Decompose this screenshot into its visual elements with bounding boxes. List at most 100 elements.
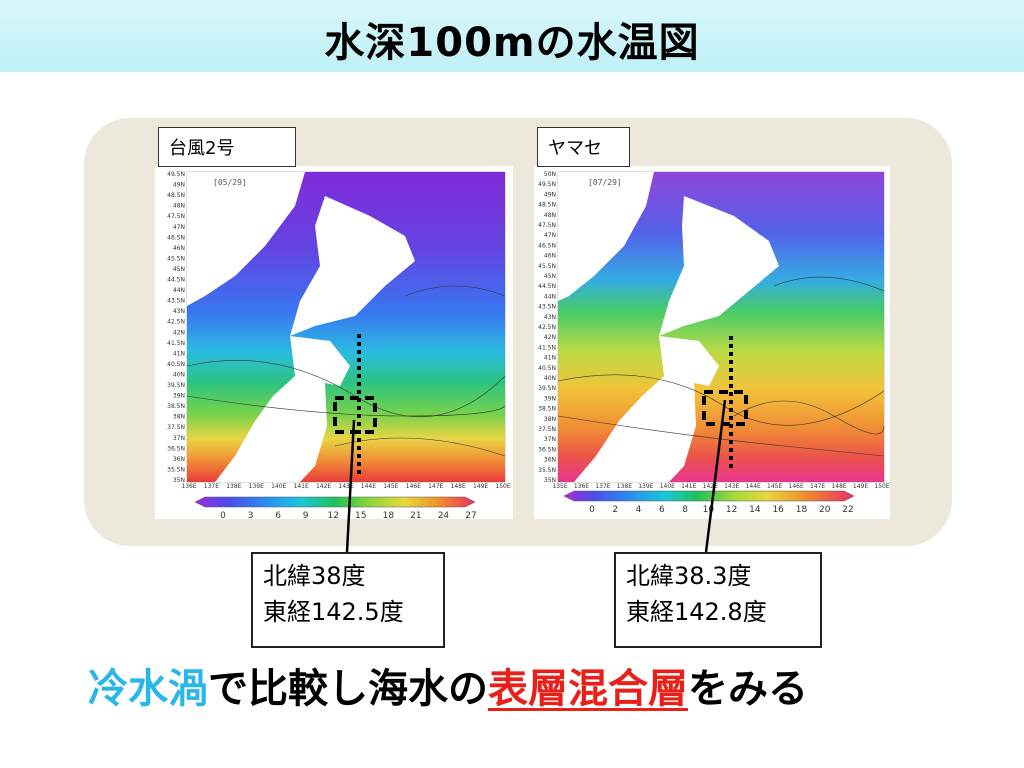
right-map-label: ヤマセ [537, 127, 630, 167]
lat-tick-label: 39N [544, 395, 556, 402]
left-longitude: 東経142.5度 [263, 598, 404, 626]
right-lon-labels: 135E 136E 137E 138E 139E 140E 141E 142E 143E 144E… [552, 483, 889, 490]
lon-tick-label: 145E [767, 483, 782, 490]
lat-tick-label: 37.5N [538, 426, 556, 433]
lon-tick-label: 137E [204, 483, 219, 490]
lon-tick-label: 136E [574, 483, 589, 490]
lat-tick-label: 46.5N [167, 234, 185, 241]
lat-tick-label: 40.5N [538, 365, 556, 372]
colorbar-tick-label: 12 [327, 511, 338, 521]
lat-tick-label: 38N [173, 414, 185, 421]
lat-tick-label: 37.5N [167, 424, 185, 431]
colorbar-tick-label: 2 [612, 505, 618, 515]
lat-tick-label: 40N [173, 371, 185, 378]
lat-tick-label: 36N [544, 457, 556, 464]
lat-tick-label: 48.5N [538, 202, 556, 209]
left-map-frame: [05/29] 49.5N 49N 48.5N 48N 47.5N 47N 46.5N 46N… [155, 166, 513, 521]
left-coordinate-box: 北緯38度 東経142.5度 [251, 552, 445, 648]
lat-tick-label: 48.5N [167, 192, 185, 199]
colorbar-tick-label: 0 [589, 505, 595, 515]
colorbar-tick-label: 9 [303, 511, 309, 521]
lat-tick-label: 48N [173, 203, 185, 210]
caption-mixed-layer: 表層混合層 [488, 666, 688, 712]
lat-tick-label: 38.5N [538, 406, 556, 413]
lon-tick-label: 136E [181, 483, 196, 490]
left-map-date: [05/29] [213, 178, 247, 187]
colorbar-tick-label: 14 [749, 505, 761, 515]
lat-tick-label: 39.5N [167, 382, 185, 389]
lat-tick-label: 50N [544, 171, 556, 178]
colorbar-tick-label: 10 [703, 505, 715, 515]
lat-tick-label: 42.5N [167, 319, 185, 326]
lon-tick-label: 141E [681, 483, 696, 490]
colorbar-tick-label: 18 [796, 505, 808, 515]
lon-tick-label: 144E [361, 483, 376, 490]
lon-tick-label: 137E [595, 483, 610, 490]
right-map-frame: [07/29] 50N 49.5N 49N 48.5N 48N 47.5N 47N 46.5N… [534, 166, 890, 519]
lat-tick-label: 42N [544, 334, 556, 341]
colorbar-tick-label: 24 [438, 511, 450, 521]
lon-tick-label: 140E [660, 483, 675, 490]
lat-tick-label: 48N [544, 212, 556, 219]
lat-tick-label: 39N [173, 393, 185, 400]
lon-tick-label: 150E [874, 483, 889, 490]
lat-tick-label: 36.5N [167, 445, 185, 452]
lat-tick-label: 39.5N [538, 385, 556, 392]
colorbar-tick-label: 22 [842, 505, 853, 515]
lon-tick-label: 138E [617, 483, 632, 490]
lat-tick-label: 45.5N [167, 255, 185, 262]
lat-tick-label: 35.5N [538, 467, 556, 474]
lon-tick-label: 138E [226, 483, 241, 490]
lat-tick-label: 35N [173, 477, 185, 484]
colorbar-tick-label: 12 [726, 505, 737, 515]
lon-tick-label: 145E [383, 483, 398, 490]
lat-tick-label: 49.5N [167, 171, 185, 178]
colorbar-tick-label: 21 [410, 511, 421, 521]
lat-tick-label: 43.5N [538, 304, 556, 311]
lat-tick-label: 47.5N [538, 222, 556, 229]
lon-tick-label: 135E [552, 483, 567, 490]
lat-tick-label: 42N [173, 329, 185, 336]
colorbar-tick-label: 27 [465, 511, 476, 521]
lon-tick-label: 141E [294, 483, 309, 490]
left-colorbar-ticks: 0 3 6 9 12 15 18 21 24 27 [220, 511, 477, 521]
lat-tick-label: 45.5N [538, 263, 556, 270]
lat-tick-label: 44.5N [167, 277, 185, 284]
lat-tick-label: 49N [544, 191, 556, 198]
lat-tick-label: 43.5N [167, 298, 185, 305]
lat-tick-label: 38N [544, 416, 556, 423]
right-map-date: [07/29] [588, 178, 622, 187]
right-latitude: 北緯38.3度 [626, 562, 752, 590]
lat-tick-label: 46N [173, 245, 185, 252]
colorbar-tick-label: 15 [355, 511, 366, 521]
lat-tick-label: 45N [544, 273, 556, 280]
colorbar-tick-label: 4 [636, 505, 642, 515]
lat-tick-label: 41.5N [538, 344, 556, 351]
lat-tick-label: 49.5N [538, 181, 556, 188]
colorbar-tick-label: 6 [275, 511, 281, 521]
colorbar-tick-label: 3 [248, 511, 254, 521]
lat-tick-label: 35N [544, 477, 556, 484]
lon-tick-label: 144E [746, 483, 761, 490]
lat-tick-label: 36.5N [538, 446, 556, 453]
lat-tick-label: 41N [173, 350, 185, 357]
lon-tick-label: 146E [406, 483, 421, 490]
colorbar-tick-label: 20 [819, 505, 831, 515]
lon-tick-label: 148E [831, 483, 846, 490]
right-lat-labels: 50N 49.5N 49N 48.5N 48N 47.5N 47N 46.5N 46N 45.5N… [538, 171, 556, 484]
lon-tick-label: 150E [495, 483, 510, 490]
left-latitude: 北緯38度 [263, 562, 366, 590]
lat-tick-label: 38.5N [167, 403, 185, 410]
colorbar-tick-label: 8 [682, 505, 688, 515]
lon-tick-label: 143E [724, 483, 739, 490]
lat-tick-label: 40N [544, 375, 556, 382]
lon-tick-label: 139E [638, 483, 653, 490]
lat-tick-label: 41.5N [167, 340, 185, 347]
lon-tick-label: 142E [316, 483, 331, 490]
bottom-caption: 冷水渦で比較し海水の表層混合層をみる [88, 656, 988, 714]
lat-tick-label: 35.5N [167, 466, 185, 473]
lon-tick-label: 142E [703, 483, 718, 490]
lon-tick-label: 139E [249, 483, 264, 490]
lon-tick-label: 143E [338, 483, 353, 490]
lat-tick-label: 47N [544, 232, 556, 239]
